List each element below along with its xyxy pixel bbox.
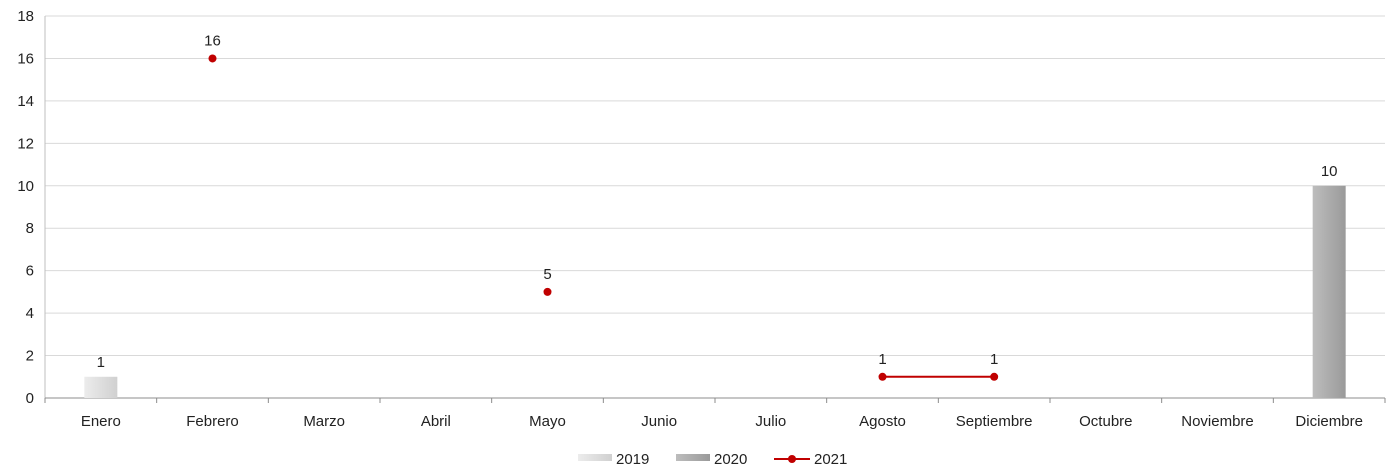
x-tick-label: Enero (81, 413, 121, 430)
y-tick-label: 16 (17, 50, 34, 67)
x-tick-label: Octubre (1079, 413, 1132, 430)
y-tick-label: 6 (26, 263, 34, 280)
x-tick-label: Junio (641, 413, 677, 430)
legend-swatch-2020 (676, 454, 710, 461)
data-label: 16 (204, 32, 221, 49)
y-tick-label: 12 (17, 135, 34, 152)
x-tick-label: Septiembre (956, 413, 1033, 430)
y-tick-label: 18 (17, 8, 34, 25)
legend-label-2019: 2019 (616, 451, 649, 468)
y-tick-label: 4 (26, 305, 34, 322)
point-2021-febrero (208, 54, 217, 63)
x-tick-label: Mayo (529, 413, 566, 430)
y-tick-label: 2 (26, 348, 34, 365)
x-tick-label: Marzo (303, 413, 345, 430)
data-label: 10 (1321, 163, 1338, 180)
data-label: 1 (878, 351, 886, 368)
x-tick-label: Julio (755, 413, 786, 430)
bar-2019-enero (84, 376, 118, 398)
y-tick-label: 0 (26, 390, 34, 407)
legend-marker-2021 (788, 455, 796, 463)
data-label: 1 (97, 354, 105, 371)
x-tick-label: Noviembre (1181, 413, 1254, 430)
legend-swatch-2019 (578, 454, 612, 461)
x-tick-label: Diciembre (1295, 413, 1363, 430)
bar-2020-diciembre (1312, 185, 1346, 398)
data-label: 5 (543, 266, 551, 283)
point-2021-septiembre (990, 372, 999, 381)
y-tick-label: 10 (17, 178, 34, 195)
data-label: 1 (990, 351, 998, 368)
y-tick-label: 14 (17, 93, 34, 110)
y-tick-label: 8 (26, 220, 34, 237)
point-2021-mayo (543, 287, 552, 296)
x-tick-label: Agosto (859, 413, 906, 430)
point-2021-agosto (878, 372, 887, 381)
legend-label-2021: 2021 (814, 451, 847, 468)
legend-label-2020: 2020 (714, 451, 747, 468)
x-tick-label: Febrero (186, 413, 239, 430)
x-tick-label: Abril (421, 413, 451, 430)
